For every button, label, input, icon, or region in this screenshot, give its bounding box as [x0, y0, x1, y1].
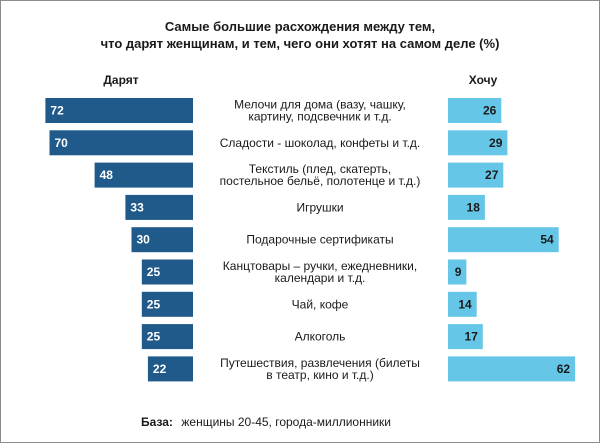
want-bar — [448, 194, 485, 220]
give-bar — [94, 162, 193, 188]
want-value-label: 17 — [465, 330, 479, 344]
category-label: картину, подсвечник и т.д. — [248, 110, 391, 124]
want-value-label: 14 — [458, 297, 472, 311]
category-label: календари и т.д. — [275, 271, 366, 285]
footnote: База: женщины 20-45, города-миллионники — [141, 413, 391, 430]
left-column-header: Дарят — [103, 73, 138, 87]
give-value-label: 72 — [50, 104, 64, 118]
category-label: постельное бельё, полотенце и т.д.) — [220, 174, 421, 188]
give-value-label: 30 — [137, 233, 151, 247]
give-bar — [49, 130, 193, 156]
give-bar — [141, 259, 193, 285]
category-label: Текстиль (плед, скатерть, — [249, 162, 392, 176]
give-value-label: 22 — [153, 362, 167, 376]
give-bar — [45, 98, 194, 123]
category-label: Путешествия, развлечения (билеты — [220, 356, 420, 370]
want-value-label: 54 — [540, 233, 554, 247]
want-value-label: 9 — [455, 265, 462, 279]
give-value-label: 48 — [100, 168, 114, 182]
category-label: Подарочные сертификаты — [246, 233, 393, 247]
footnote-text: женщины 20-45, города-миллионники — [181, 415, 391, 429]
category-label: Игрушки — [296, 200, 343, 214]
want-value-label: 29 — [489, 136, 503, 150]
want-bar — [448, 259, 467, 285]
category-label: Чай, кофе — [292, 297, 349, 311]
want-bar — [448, 324, 483, 350]
category-label: в театр, кино и т.д.) — [266, 368, 373, 382]
want-bar — [448, 98, 502, 123]
want-value-label: 26 — [483, 104, 497, 118]
category-label: Алкоголь — [295, 330, 346, 344]
want-bar — [448, 227, 559, 253]
chart-title-line-1: Самые большие расхождения между тем, — [165, 19, 435, 34]
give-bar — [125, 194, 193, 220]
chart-title-line-2: что дарят женщинам, и тем, чего они хотя… — [101, 36, 500, 51]
want-value-label: 27 — [485, 168, 499, 182]
category-label: Канцтовары – ручки, ежедневники, — [223, 259, 417, 273]
category-label: Мелочи для дома (вазу, чашку, — [234, 98, 406, 112]
want-bar — [448, 162, 504, 188]
give-value-label: 33 — [130, 200, 144, 214]
give-value-label: 70 — [55, 136, 69, 150]
give-value-label: 25 — [147, 297, 161, 311]
want-value-label: 18 — [467, 200, 481, 214]
right-column-header: Хочу — [469, 73, 498, 87]
category-label: Сладости - шоколад, конфеты и т.д. — [220, 136, 420, 150]
give-value-label: 25 — [147, 265, 161, 279]
give-bar — [141, 324, 193, 350]
give-value-label: 25 — [147, 330, 161, 344]
footnote-label: База: — [141, 415, 173, 429]
chart-rows: 72 26 Мелочи для дома (вазу, чашку,картину… — [45, 98, 576, 382]
give-bar — [141, 291, 193, 317]
want-bar — [448, 291, 477, 317]
want-bar — [448, 130, 508, 156]
want-bar — [448, 356, 576, 382]
want-value-label: 62 — [557, 362, 571, 376]
give-bar — [147, 356, 193, 382]
give-bar — [131, 227, 193, 253]
